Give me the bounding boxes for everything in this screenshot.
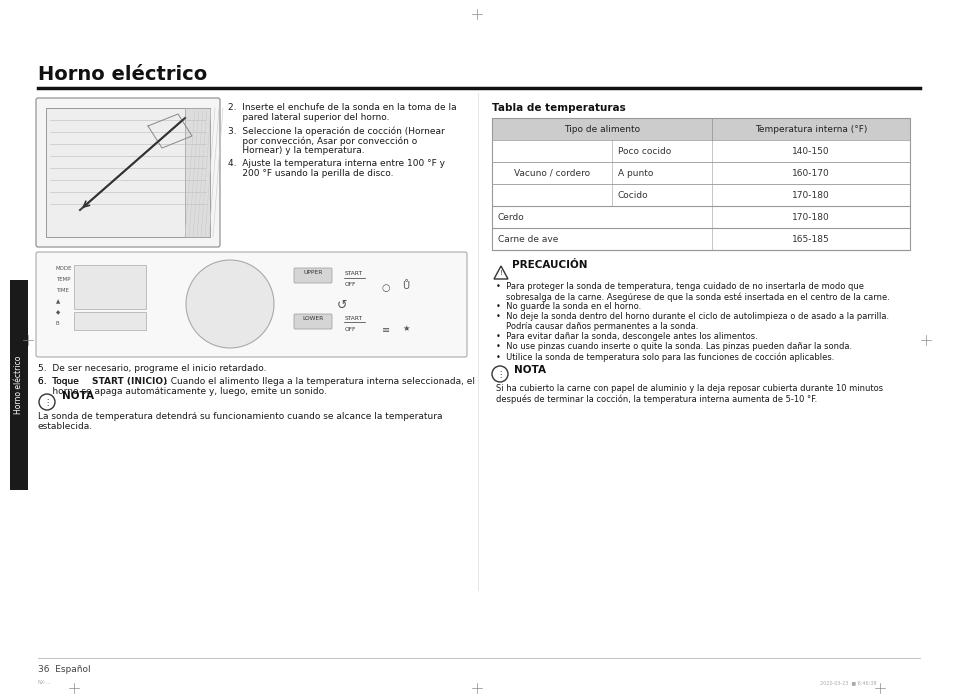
Text: establecida.: establecida. [38,422,93,431]
Bar [46,108,210,237]
Text: Tabla de temperaturas: Tabla de temperaturas [492,103,625,113]
Text: sobresalga de la carne. Asegúrese de que la sonda esté insertada en el centro de: sobresalga de la carne. Asegúrese de que… [505,292,889,301]
Text: TIME: TIME [56,288,69,293]
Text: 2.  Inserte el enchufe de la sonda en la toma de la: 2. Inserte el enchufe de la sonda en la … [228,103,456,112]
Text: UPPER: UPPER [303,270,322,275]
Text: 5.  De ser necesario, programe el inicio retardado.: 5. De ser necesario, programe el inicio … [38,364,266,373]
Bar [74,312,146,330]
Text: 165-185: 165-185 [791,234,829,243]
Text: ↺: ↺ [336,299,347,312]
Text: Podría causar daños permanentes a la sonda.: Podría causar daños permanentes a la son… [505,322,698,331]
Text: ▲: ▲ [56,299,60,304]
Text: MODE: MODE [56,266,72,271]
Circle shape [492,366,507,382]
Bar [492,228,909,250]
Text: •  No guarde la sonda en el horno.: • No guarde la sonda en el horno. [496,302,640,311]
Text: •  Para evitar dañar la sonda, descongele antes los alimentos.: • Para evitar dañar la sonda, descongele… [496,332,757,341]
Bar [74,265,146,309]
Bar [492,140,909,162]
Text: 6.  Toque: 6. Toque [38,377,82,386]
Text: •  Para proteger la sonda de temperatura, tenga cuidado de no insertarla de modo: • Para proteger la sonda de temperatura,… [496,282,863,291]
Text: 170-180: 170-180 [791,212,829,222]
Bar [185,108,210,237]
Text: Poco cocido: Poco cocido [618,147,671,155]
FancyBboxPatch shape [294,314,332,329]
Text: B: B [56,321,59,326]
Bar [492,184,909,206]
FancyBboxPatch shape [36,98,220,247]
Circle shape [186,260,274,348]
Text: Cocido: Cocido [618,191,648,199]
Text: La sonda de temperatura detendrá su funcionamiento cuando se alcance la temperat: La sonda de temperatura detendrá su func… [38,412,442,421]
Text: 36  Español: 36 Español [38,665,91,674]
Bar [492,118,909,140]
Text: Cerdo: Cerdo [497,212,524,222]
FancyBboxPatch shape [36,252,467,357]
Bar [492,118,909,250]
Text: ⋮: ⋮ [496,370,503,378]
Text: Temperatura interna (°F): Temperatura interna (°F) [754,124,866,134]
Text: 3.  Seleccione la operación de cocción (Hornear: 3. Seleccione la operación de cocción (H… [228,126,444,136]
Text: •  No use pinzas cuando inserte o quite la sonda. Las pinzas pueden dañar la son: • No use pinzas cuando inserte o quite l… [496,342,851,351]
Text: OFF: OFF [345,327,356,332]
FancyBboxPatch shape [294,268,332,283]
Bar [492,162,909,184]
Text: NOTA: NOTA [62,391,94,401]
Text: ○: ○ [381,283,390,293]
Text: 140-150: 140-150 [791,147,829,155]
Text: OFF: OFF [345,282,356,287]
Text: Horno eléctrico: Horno eléctrico [14,356,24,415]
Text: Tipo de alimento: Tipo de alimento [563,124,639,134]
Text: 200 °F usando la perilla de disco.: 200 °F usando la perilla de disco. [228,169,393,178]
Text: Ů: Ů [401,281,409,291]
Text: !: ! [499,270,502,276]
Text: Hornear) y la temperatura.: Hornear) y la temperatura. [228,146,364,155]
Text: . Cuando el alimento llega a la temperatura interna seleccionada, el: . Cuando el alimento llega a la temperat… [165,377,475,386]
Text: NOTA: NOTA [514,365,545,375]
Text: LOWER: LOWER [302,316,323,321]
Text: 2020-03-23  ■ 6:46:38: 2020-03-23 ■ 6:46:38 [820,680,876,685]
Text: START: START [345,316,363,321]
Text: PRECAUCIÓN: PRECAUCIÓN [512,260,587,270]
Text: horno se apaga automáticamente y, luego, emite un sonido.: horno se apaga automáticamente y, luego,… [38,387,327,396]
Text: NX-…: NX-… [38,680,51,685]
Text: ◆: ◆ [56,310,60,315]
Text: por convección, Asar por convección o: por convección, Asar por convección o [228,136,416,145]
Text: 4.  Ajuste la temperatura interna entre 100 °F y: 4. Ajuste la temperatura interna entre 1… [228,159,444,168]
Bar [492,206,909,228]
Circle shape [39,394,55,410]
Text: 170-180: 170-180 [791,191,829,199]
Text: START (INICIO): START (INICIO) [91,377,167,386]
Bar [10,280,28,490]
Text: Carne de ave: Carne de ave [497,234,558,243]
Text: Horno eléctrico: Horno eléctrico [38,65,207,84]
Text: pared lateral superior del horno.: pared lateral superior del horno. [228,113,389,122]
Text: •  Utilice la sonda de temperatura solo para las funciones de cocción aplicables: • Utilice la sonda de temperatura solo p… [496,352,834,361]
Text: Vacuno / cordero: Vacuno / cordero [514,168,590,178]
Text: después de terminar la cocción, la temperatura interna aumenta de 5-10 °F.: después de terminar la cocción, la tempe… [496,394,817,403]
Text: ⋮: ⋮ [43,398,51,407]
Text: Si ha cubierto la carne con papel de aluminio y la deja reposar cubierta durante: Si ha cubierto la carne con papel de alu… [496,384,882,393]
Text: TEMP: TEMP [56,277,71,282]
Text: 160-170: 160-170 [791,168,829,178]
Text: ★: ★ [401,324,409,333]
Text: 6.  Toque: 6. Toque [38,377,82,386]
Text: START: START [345,271,363,276]
Text: A punto: A punto [618,168,653,178]
Text: ≡: ≡ [381,325,390,335]
Text: •  No deje la sonda dentro del horno durante el ciclo de autolimpieza o de asado: • No deje la sonda dentro del horno dura… [496,312,888,321]
